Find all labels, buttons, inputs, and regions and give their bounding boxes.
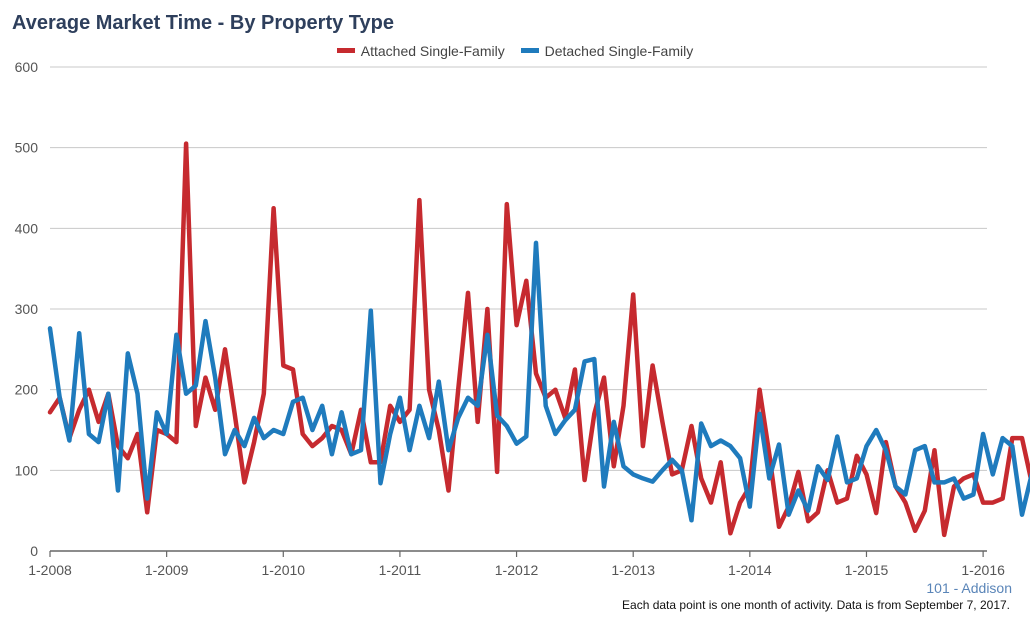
x-tick-label: 1-2009	[145, 562, 189, 578]
legend-item-detached[interactable]: Detached Single-Family	[520, 42, 694, 59]
legend-item-attached[interactable]: Attached Single-Family	[336, 42, 505, 59]
x-tick-label: 1-2013	[611, 562, 655, 578]
x-tick-label: 1-2015	[845, 562, 889, 578]
y-tick-label: 500	[15, 140, 39, 156]
area-label: 101 - Addison	[926, 580, 1012, 596]
footnote: Each data point is one month of activity…	[622, 598, 1010, 612]
x-tick-label: 1-2008	[28, 562, 72, 578]
legend-swatch-detached	[520, 48, 539, 53]
series-lines	[47, 141, 1030, 538]
legend-label-detached: Detached Single-Family	[544, 42, 694, 59]
y-tick-label: 300	[15, 301, 39, 317]
x-tick-label: 1-2016	[961, 562, 1005, 578]
chart-title: Average Market Time - By Property Type	[12, 12, 394, 34]
x-tick-label: 1-2014	[728, 562, 772, 578]
y-axis: 0 100 200 300 400 500 600	[15, 59, 39, 559]
legend-label-attached: Attached Single-Family	[360, 42, 505, 59]
y-tick-label: 100	[15, 462, 39, 478]
y-tick-label: 600	[15, 59, 39, 75]
y-tick-label: 400	[15, 220, 39, 236]
legend-swatch-attached	[336, 48, 355, 53]
series-line-attached	[47, 141, 1030, 538]
y-tick-label: 0	[30, 543, 38, 559]
series-line-detached	[47, 240, 1030, 523]
gridlines	[50, 66, 987, 552]
x-tick-label: 1-2011	[379, 562, 422, 578]
y-tick-label: 200	[15, 382, 39, 398]
x-axis: 1-2008 1-2009 1-2010 1-2011 1-2012 1-2013 1-20…	[28, 551, 1005, 578]
x-tick-label: 1-2012	[495, 562, 539, 578]
legend: Attached Single-Family Detached Single-F…	[0, 40, 1030, 59]
x-tick-label: 1-2010	[261, 562, 305, 578]
